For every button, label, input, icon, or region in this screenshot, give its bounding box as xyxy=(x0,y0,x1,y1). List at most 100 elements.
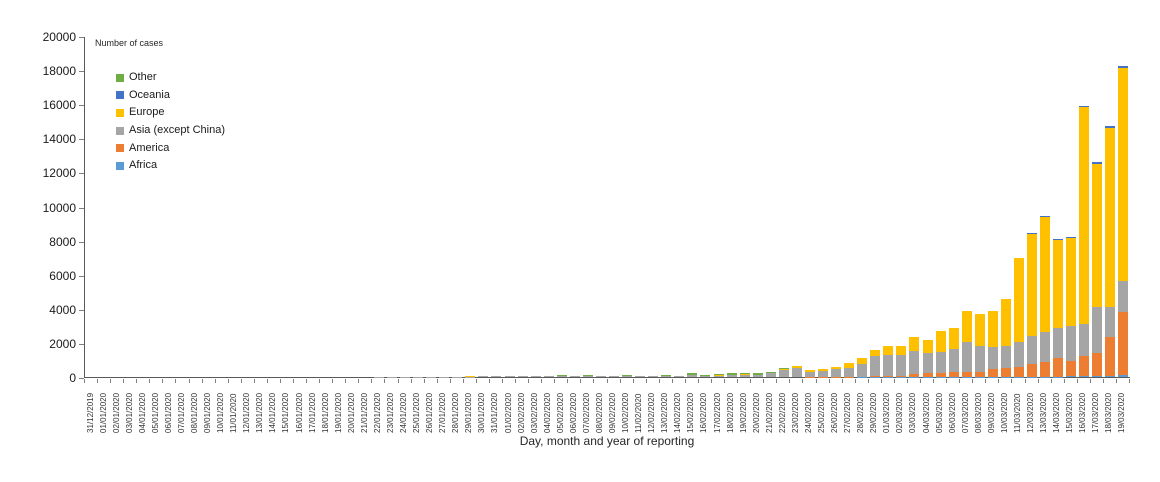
bar-slot xyxy=(490,37,503,377)
bar-segment xyxy=(582,376,593,377)
x-label-cell: 28/02/2020 xyxy=(855,385,868,433)
bar-segment xyxy=(622,376,633,377)
bar xyxy=(974,313,985,377)
y-tick-mark xyxy=(79,139,84,141)
x-tick-label: 10/02/2020 xyxy=(621,392,631,433)
bar-slot xyxy=(346,37,359,377)
x-label-cell: 23/01/2020 xyxy=(384,385,397,433)
bar-segment xyxy=(909,350,920,375)
x-label-cell: 02/02/2020 xyxy=(515,385,528,433)
legend-item: Africa xyxy=(116,157,225,175)
bar-segment xyxy=(883,355,894,376)
legend-label: Other xyxy=(129,71,157,84)
bar xyxy=(804,369,815,377)
bar-slot xyxy=(895,37,908,377)
x-tick-mark xyxy=(150,379,164,383)
x-tick-label: 16/01/2020 xyxy=(294,392,304,433)
bar-segment xyxy=(857,364,868,377)
y-tick-mark xyxy=(79,241,84,243)
x-tick-mark xyxy=(947,379,961,383)
x-tick-label: 28/02/2020 xyxy=(856,392,866,433)
x-tick-mark xyxy=(542,379,556,383)
x-label-cell: 10/02/2020 xyxy=(620,385,633,433)
bar-segment xyxy=(1000,368,1011,377)
x-tick-label: 02/03/2020 xyxy=(895,392,905,433)
bar-segment xyxy=(713,375,724,377)
bar xyxy=(1092,162,1103,377)
bar-segment xyxy=(1079,106,1090,324)
bar xyxy=(948,328,959,377)
x-tick-mark xyxy=(725,379,739,383)
bar-segment xyxy=(504,376,515,377)
bar-slot xyxy=(608,37,621,377)
x-tick-label: 22/01/2020 xyxy=(372,392,382,433)
x-label-cell: 14/03/2020 xyxy=(1051,385,1064,433)
x-tick-mark xyxy=(216,379,229,383)
x-axis-labels: 31/12/2019 01/01/2020 02/01/2020 03/01/2020… xyxy=(84,385,1130,433)
bar-segment xyxy=(648,375,659,377)
bar-segment xyxy=(896,345,907,356)
bar xyxy=(870,349,881,377)
bar xyxy=(987,310,998,377)
bar-segment xyxy=(1027,233,1038,234)
x-label-cell: 31/01/2020 xyxy=(489,385,502,433)
x-tick-mark xyxy=(438,379,451,383)
x-tick-mark xyxy=(425,379,438,383)
x-tick-label: 02/01/2020 xyxy=(111,392,121,433)
bar-slot xyxy=(699,37,712,377)
bar-segment xyxy=(700,374,711,376)
bar-segment xyxy=(974,371,985,377)
x-label-cell: 01/02/2020 xyxy=(502,385,515,433)
bar-segment xyxy=(804,369,815,372)
x-tick-mark xyxy=(594,379,608,383)
x-tick-label: 09/02/2020 xyxy=(608,392,618,433)
x-tick-label: 27/02/2020 xyxy=(843,392,853,433)
x-label-cell: 17/02/2020 xyxy=(711,385,724,433)
x-tick-label: 04/02/2020 xyxy=(542,392,552,433)
bar-segment xyxy=(726,374,737,377)
bar xyxy=(765,372,776,377)
x-label-cell: 19/03/2020 xyxy=(1116,385,1129,433)
x-label-cell: 14/01/2020 xyxy=(267,385,280,433)
bar-segment xyxy=(870,376,881,377)
x-label-cell: 15/01/2020 xyxy=(280,385,293,433)
bar-slot xyxy=(268,37,281,377)
x-tick-mark xyxy=(751,379,765,383)
x-tick-label: 20/02/2020 xyxy=(751,392,761,433)
bar-slot xyxy=(137,37,150,377)
bar-segment xyxy=(1066,360,1077,377)
x-tick-mark xyxy=(477,379,490,383)
x-tick-mark xyxy=(608,379,621,383)
x-label-cell: 16/03/2020 xyxy=(1077,385,1090,433)
bar-segment xyxy=(648,376,659,377)
x-tick-label: 05/02/2020 xyxy=(555,392,565,433)
x-label-cell: 03/03/2020 xyxy=(907,385,920,433)
bar-segment xyxy=(791,368,802,377)
y-tick-label: 6000 xyxy=(49,268,76,283)
x-tick-mark xyxy=(973,379,987,383)
bar-slot xyxy=(333,37,346,377)
bar-segment xyxy=(556,376,567,377)
x-label-cell: 22/02/2020 xyxy=(776,385,789,433)
bar-segment xyxy=(961,341,972,372)
bar-segment xyxy=(909,337,920,351)
y-tick-mark xyxy=(79,378,84,379)
x-tick-mark xyxy=(712,379,726,383)
bar-slot xyxy=(529,37,542,377)
x-label-cell: 27/01/2020 xyxy=(437,385,450,433)
x-label-cell: 16/01/2020 xyxy=(293,385,306,433)
bar-segment xyxy=(1013,341,1024,368)
bar-slot xyxy=(425,37,438,377)
bar-slot xyxy=(882,37,895,377)
x-label-cell: 06/01/2020 xyxy=(162,385,175,433)
y-tick-label: 20000 xyxy=(42,30,76,44)
bar-slot xyxy=(581,37,594,377)
x-tick-mark xyxy=(1091,379,1104,383)
bar-segment xyxy=(1053,358,1064,377)
legend-label: Africa xyxy=(129,159,158,172)
x-tick-mark xyxy=(673,379,686,383)
x-tick-mark xyxy=(124,379,138,383)
bar-segment xyxy=(1027,335,1038,365)
x-tick-label: 07/02/2020 xyxy=(581,392,591,433)
x-tick-mark xyxy=(333,379,347,383)
